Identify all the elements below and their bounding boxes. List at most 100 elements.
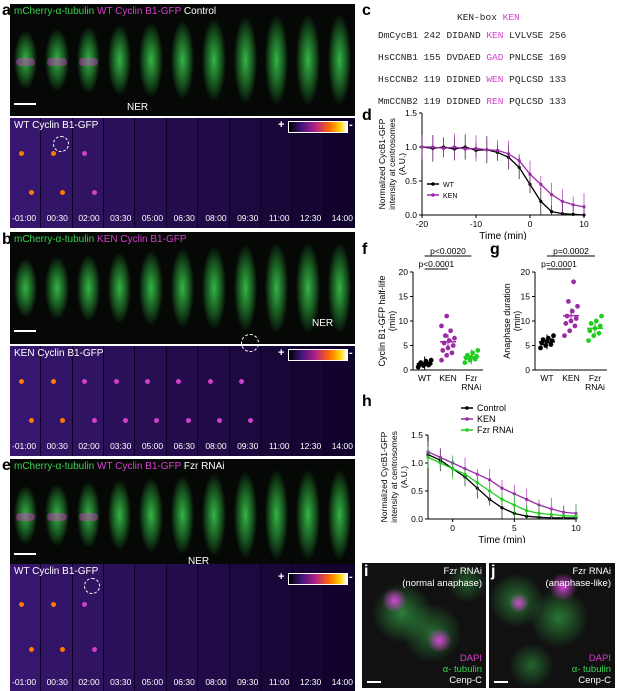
cyclin-frame [198,564,229,691]
dapi-blob [382,588,407,613]
kenbox-header: KEN-box KEN [457,12,520,23]
centrosome-spot [82,151,88,156]
data-point [512,503,516,507]
centrosome-spot [248,417,254,423]
seq-pre: DIDNED [446,96,487,107]
spindle-frame [108,253,132,323]
sequence-row: HsCCNB2 119 DIDNED WEN PQLCSD 133 [378,74,566,85]
series-line [422,146,585,208]
data-point [449,350,455,356]
data-point [443,333,448,339]
centrosome-spot [50,602,56,608]
panel-label-c: c [362,2,371,19]
cyclin-frame [135,564,166,691]
timepoint-label: 08:00 [205,441,227,451]
spindle-frame [264,15,289,105]
data-point [442,146,446,150]
seq-end: 169 [549,52,567,63]
cyclin-frame [104,346,135,456]
timepoint-label: 14:00 [331,677,353,687]
y-tick-label: 20 [399,267,409,277]
seq-post: PQLCSD [509,96,544,107]
timepoint-label: 02:00 [78,213,100,223]
data-point [462,360,468,366]
centrosome-spot [50,151,56,156]
chart-g: 0 5 10 15 20 Anaphase duration(min) WT KEN Fzr RN… [502,246,607,390]
data-point [475,348,481,353]
seq-name: MmCCNB2 [378,96,418,107]
colorbar-e [288,573,348,585]
cyclin-signal [78,513,99,521]
data-point [500,506,504,510]
timepoint-label: -01:00 [12,677,37,687]
chart-d: 0.0 0.5 1.0 1.5 -20 -10 0 10 Time (min) Normalize… [377,108,589,240]
data-point [551,333,556,339]
colorbar-a [288,121,348,133]
spindle-frame [170,21,195,99]
data-point [596,330,602,336]
data-point [475,481,479,485]
data-point [420,145,424,149]
data-point [431,145,435,149]
data-point [563,321,569,326]
centrosome-circle-e [84,578,100,594]
label-cyclin: WT Cyclin B1-GFP [97,6,182,17]
data-point [525,509,529,513]
timepoint-label: 05:00 [141,213,164,223]
data-point [474,146,478,150]
centrosome-spot [28,646,34,652]
cyclin-frame [10,564,41,691]
data-point [574,514,578,518]
x-axis-title: Time (min) [478,535,525,543]
panel-b-channel-labels: mCherry-α-tubulin KEN Cyclin B1-GFP [14,234,187,245]
y-tick-label: 1.5 [405,108,417,118]
timepoint-label: 03:30 [110,213,132,223]
data-point [506,152,510,156]
y-tick-label: 20 [521,267,531,277]
data-point [500,497,504,501]
cyclin-signal [16,58,36,66]
centrosome-spot [19,602,25,608]
data-point [444,313,450,319]
centrosome-spot [60,417,66,423]
label-tubulin: mCherry-α-tubulin [14,6,95,17]
legend-dapi: DAPI [588,653,611,664]
seq-motif: REN [486,96,504,107]
spindle-frame [233,472,257,558]
panel-label-h: h [362,393,372,410]
spindle-frame [45,257,69,319]
scale-bar-i [367,681,381,683]
cyclin-frame [292,564,323,691]
spindle-frame [202,19,226,101]
timepoint-label: 11:00 [268,677,290,687]
cyclin-frame [229,564,260,691]
panel-a-cyclin-label: WT Cyclin B1-GFP [14,120,99,131]
micro-i-legend: DAPI α- tubulin Cenp-C [443,653,482,686]
data-point [537,511,541,515]
centrosome-circle-a [53,136,69,152]
seq-post: LVLVSE [509,30,544,41]
sequence-alignment: DmCycB1 242 DIDAND KEN LVLVSE 256 HsCCNB1… [378,30,566,118]
x-tick-label: 10 [579,219,589,229]
cyclin-frame [166,564,198,691]
colorbar-plus: + [278,347,285,359]
panel-label-a: a [2,2,11,19]
seq-motif: WEN [486,74,504,85]
data-point [444,352,450,358]
time-row-e: -01:00 00:30 02:00 03:30 05:00 06:30 08:00 09:3… [12,677,353,687]
timepoint-label: 03:30 [110,677,132,687]
data-point [488,478,492,482]
seq-start: 119 [423,74,441,85]
cyclin-frame [72,346,104,456]
timepoint-label: -01:00 [12,213,37,223]
y-tick-label: 10 [399,316,409,326]
legend-dapi: DAPI [459,653,482,664]
y-tick-label: 0.0 [411,514,423,524]
label-tubulin: mCherry-α-tubulin [14,234,95,245]
spindle-frame [202,247,226,329]
cyclin-frame [41,346,72,456]
cyclin-signal [78,58,99,66]
ner-label-b: NER [312,318,334,329]
data-point [571,203,575,207]
centrosome-spot [91,646,97,652]
